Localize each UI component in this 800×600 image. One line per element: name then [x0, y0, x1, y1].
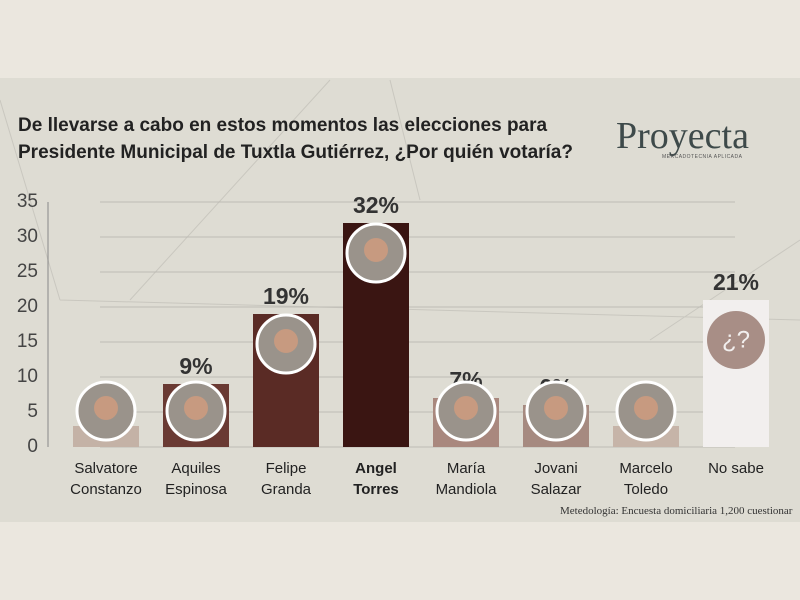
y-tick-label: 20 — [17, 296, 38, 317]
x-tick-label: Jovani Salazar — [530, 460, 582, 498]
value-label: 19% — [263, 283, 309, 309]
x-tick-label: Salvatore Constanzo — [70, 460, 142, 498]
photo-face — [634, 396, 658, 420]
y-tick-label: 10 — [17, 366, 38, 387]
y-tick-label: 15 — [17, 331, 38, 352]
value-label: 9% — [179, 353, 212, 379]
unknown-symbol: ¿? — [722, 326, 750, 353]
value-label: 21% — [713, 269, 759, 295]
logo: Proyecta — [616, 115, 749, 157]
chart-title: De llevarse a cabo en estos momentos las… — [18, 115, 573, 163]
y-tick-label: 0 — [27, 436, 38, 457]
photo-face — [454, 396, 478, 420]
photo-face — [544, 396, 568, 420]
x-tick-label: No sabe — [708, 460, 764, 477]
photo-face — [364, 238, 388, 262]
y-tick-label: 5 — [27, 401, 38, 422]
x-tick-label: Angel Torres — [353, 460, 399, 498]
photo-face — [94, 396, 118, 420]
x-tick-label: Aquiles Espinosa — [165, 460, 227, 498]
x-tick-label: María Mandiola — [435, 460, 497, 498]
y-tick-label: 25 — [17, 261, 38, 282]
y-tick-label: 30 — [17, 226, 38, 247]
y-tick-label: 35 — [17, 191, 38, 212]
photo-face — [184, 396, 208, 420]
x-tick-label: Marcelo Toledo — [619, 460, 673, 498]
x-tick-label: Felipe Granda — [260, 460, 312, 498]
methodology-note: Metedología: Encuesta domiciliaria 1,200… — [560, 505, 793, 517]
logo-subtitle: MERCADOTECNIA APLICADA — [662, 154, 743, 160]
value-label: 32% — [353, 192, 399, 218]
unknown-icon — [707, 311, 765, 369]
photo-face — [274, 329, 298, 353]
background-lines — [0, 79, 800, 341]
